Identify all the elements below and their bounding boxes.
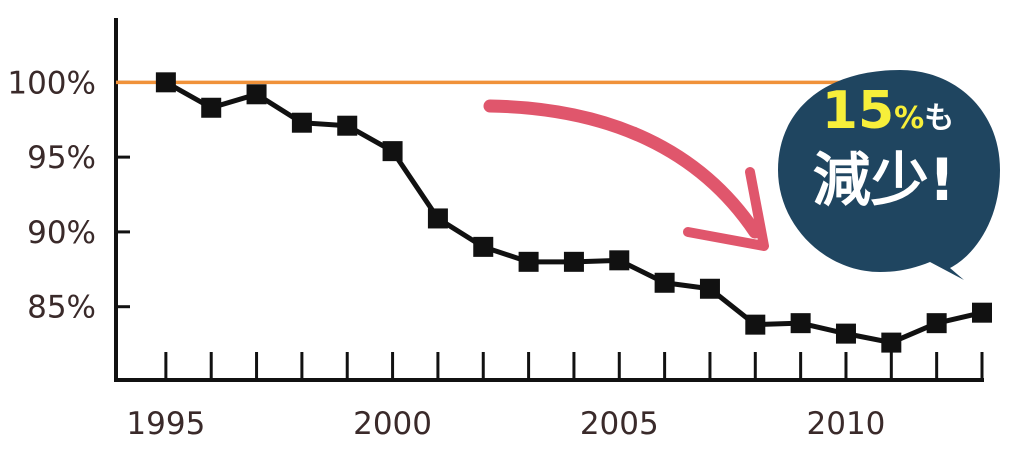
data-point bbox=[926, 313, 947, 334]
y-tick-label: 100% bbox=[7, 65, 96, 101]
callout-number: 15 bbox=[822, 81, 894, 141]
callout-bubble-group: 15%も 減少! bbox=[778, 70, 1000, 280]
speech-bubble bbox=[778, 70, 1000, 280]
callout-line1: 15%も bbox=[822, 81, 954, 141]
data-point bbox=[337, 115, 358, 136]
data-point bbox=[699, 278, 720, 299]
x-tick-label: 1995 bbox=[126, 406, 205, 442]
y-tick-label: 85% bbox=[27, 290, 96, 326]
callout-line2: 減少! bbox=[813, 146, 955, 214]
y-tick-label: 90% bbox=[27, 215, 96, 251]
data-point bbox=[201, 97, 222, 118]
data-point bbox=[790, 313, 811, 334]
data-point bbox=[563, 251, 584, 272]
trend-arrow-head bbox=[683, 167, 769, 251]
x-tick-label: 2010 bbox=[807, 406, 886, 442]
series-group bbox=[155, 72, 992, 353]
data-point bbox=[518, 251, 539, 272]
data-point bbox=[654, 272, 675, 293]
data-point bbox=[881, 332, 902, 353]
data-point bbox=[745, 314, 766, 335]
y-tick-label: 95% bbox=[27, 140, 96, 176]
axes: 100% 95% 90% 85% 1995 2000 2005 2010 bbox=[7, 18, 984, 442]
data-point bbox=[972, 302, 992, 323]
data-point bbox=[291, 112, 312, 133]
data-point bbox=[246, 84, 267, 105]
data-point bbox=[155, 72, 176, 93]
x-tick-label: 2005 bbox=[580, 406, 659, 442]
callout-suffix: も bbox=[924, 101, 954, 136]
data-point bbox=[382, 141, 403, 162]
data-point bbox=[835, 323, 856, 344]
trend-arrow-group bbox=[483, 99, 769, 251]
data-point bbox=[473, 236, 494, 257]
x-tick-label: 2000 bbox=[353, 406, 432, 442]
trend-arrow-shaft bbox=[483, 99, 762, 239]
data-point bbox=[427, 208, 448, 229]
callout-percent: % bbox=[894, 101, 924, 136]
data-point bbox=[609, 250, 630, 271]
